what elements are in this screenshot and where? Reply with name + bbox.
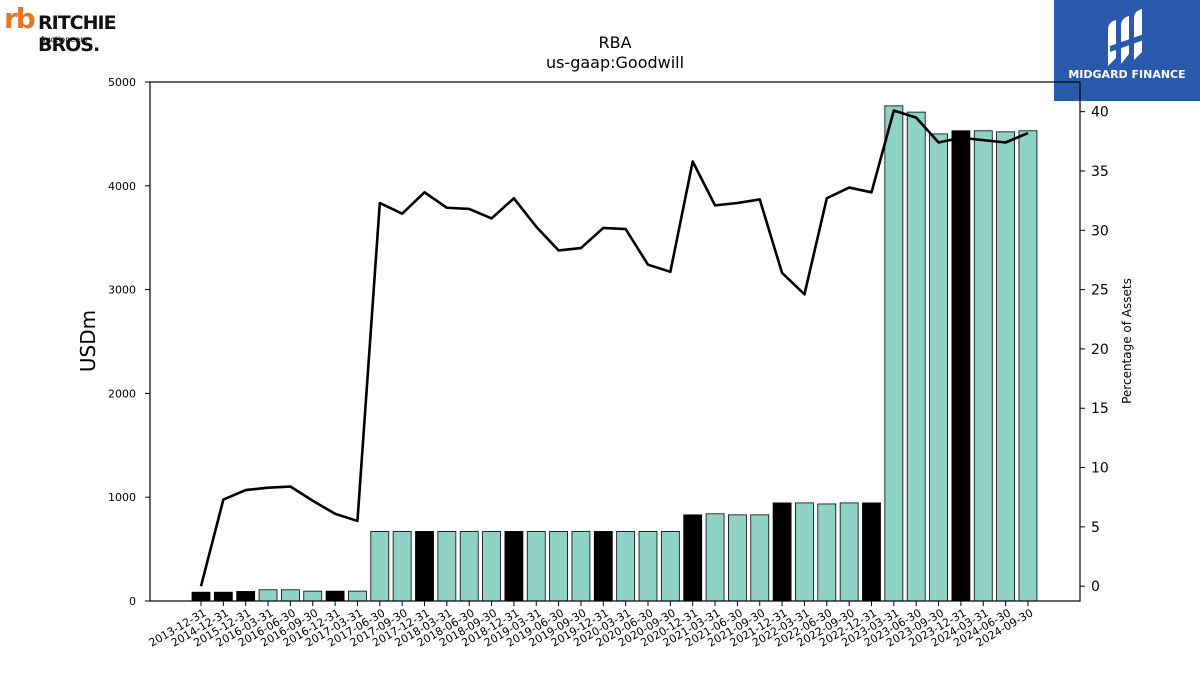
bar [839,502,859,602]
bar [906,111,926,602]
midgard-finance-logo: MIDGARD FINANCE [1054,0,1200,101]
midgard-finance-wordmark: MIDGARD FINANCE [1068,68,1186,81]
bar [504,531,524,602]
y2-tick-label: 20 [1091,342,1109,358]
bar [683,514,703,602]
bar [884,105,904,602]
y-tick-label: 4000 [108,180,136,193]
bar [728,514,747,602]
y-axis-label: USDm [76,310,100,372]
midgard-mark-icon [1108,9,1144,66]
y-tick-label: 3000 [108,284,136,297]
bar [191,591,211,602]
ritchie-bros-wordmark: RITCHIE BROS. [38,12,117,56]
bar [1018,130,1038,602]
bar [862,502,881,602]
bar [482,531,501,602]
bar [772,502,792,602]
bar [571,531,591,602]
y2-tick-label: 15 [1091,401,1109,417]
bar [258,589,278,602]
bar [415,531,434,602]
bar [951,130,971,602]
bar [660,531,680,602]
bar [549,531,568,602]
bar [593,531,613,602]
bar [348,590,367,602]
plot-frame [149,81,1081,602]
bar [929,133,948,602]
bar [459,531,479,602]
y-tick-label: 2000 [108,387,136,400]
bar [705,513,725,602]
y2-tick-label: 0 [1091,579,1100,595]
y2-tick-label: 5 [1091,520,1100,536]
bar [750,514,770,602]
y2-axis-label: Percentage of Assets [1120,278,1134,404]
y2-tick-label: 30 [1091,223,1109,239]
rb-mark: rb [4,2,36,35]
bar [437,531,457,602]
line-series [199,109,1029,587]
bar [280,589,300,602]
bar [392,531,412,602]
bar [325,590,345,602]
y2-tick-label: 40 [1091,105,1109,121]
auctioneers-tagline: Auctioneers [40,35,88,44]
y2-tick-label: 25 [1091,283,1109,299]
y-tick-label: 0 [129,595,136,608]
y-tick-label: 5000 [108,76,136,89]
bar [370,531,390,602]
bar [973,130,993,602]
y2-tick-label: 10 [1091,461,1109,477]
bar [616,531,636,602]
bar [795,502,814,602]
chart-subtitle: us-gaap:Goodwill [546,53,684,72]
bar [526,531,546,602]
bar [996,131,1015,602]
ritchie-bros-logo: rb RITCHIE BROS. Auctioneers [4,2,174,57]
y-tick-label: 1000 [108,491,136,504]
bar [817,503,837,602]
bar [303,590,323,602]
bar [213,591,233,602]
bar [236,591,256,602]
chart-title: RBA [598,33,631,52]
y2-tick-label: 35 [1091,164,1109,180]
bar [638,531,658,602]
